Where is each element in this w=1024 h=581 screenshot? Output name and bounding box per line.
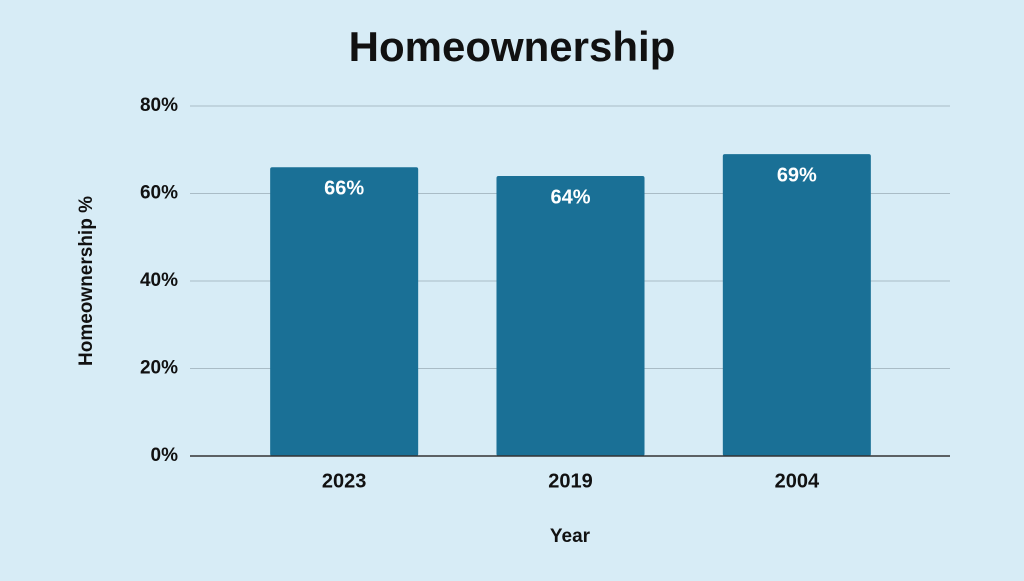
x-tick-label: 2004 <box>775 470 820 492</box>
x-tick-label: 2019 <box>548 470 593 492</box>
chart-title: Homeownership <box>349 23 676 70</box>
y-tick-label: 40% <box>140 270 178 291</box>
y-tick-label: 20% <box>140 358 178 379</box>
data-label: 66% <box>324 178 364 200</box>
y-tick-label: 60% <box>140 183 178 204</box>
y-axis-label: Homeownership % <box>76 196 97 366</box>
x-axis-label: Year <box>550 526 591 547</box>
x-tick-label: 2023 <box>322 470 367 492</box>
bar <box>270 167 419 456</box>
data-label: 64% <box>550 186 590 208</box>
bar <box>496 176 645 456</box>
y-tick-label: 80% <box>140 95 178 116</box>
bar <box>722 154 871 456</box>
y-tick-label: 0% <box>151 445 179 466</box>
data-label: 69% <box>777 164 817 186</box>
